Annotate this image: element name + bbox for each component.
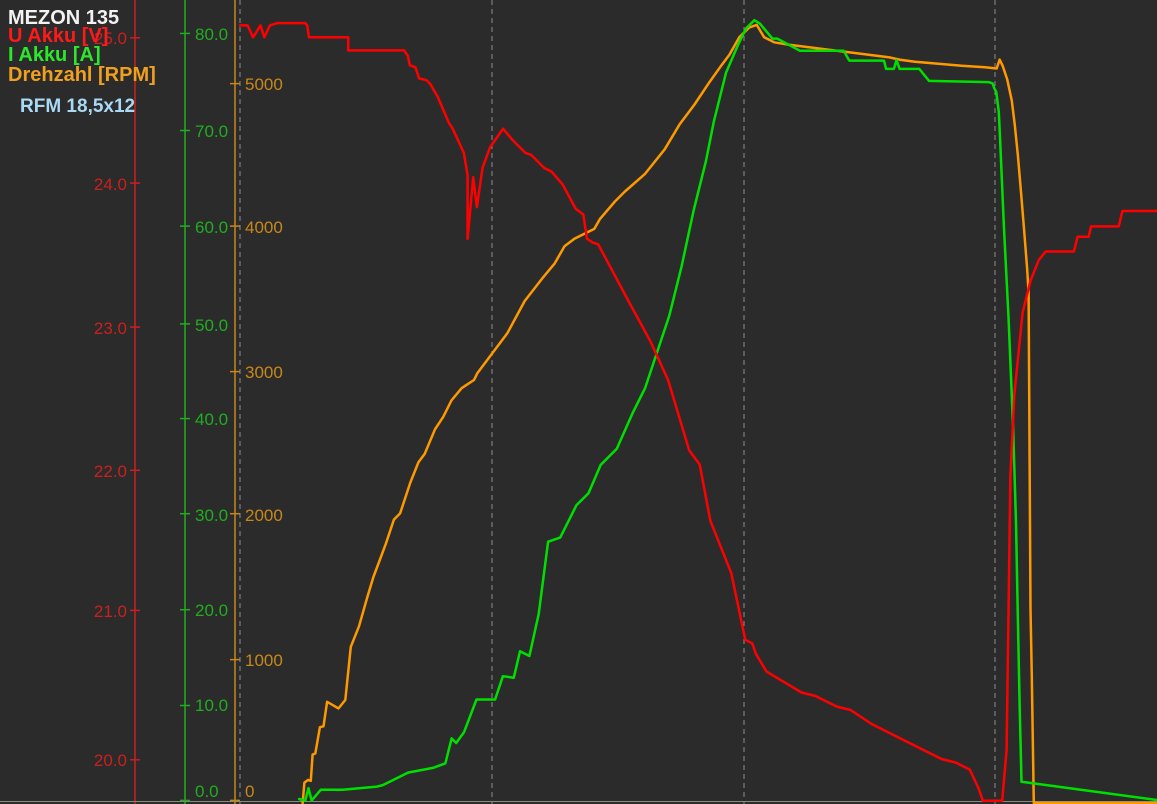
svg-text:1000: 1000 (245, 651, 283, 670)
svg-text:0: 0 (245, 782, 254, 801)
svg-text:70.0: 70.0 (195, 122, 228, 141)
svg-text:22.0: 22.0 (94, 462, 127, 481)
svg-text:24.0: 24.0 (94, 175, 127, 194)
svg-text:I Akku [A]: I Akku [A] (8, 44, 101, 66)
svg-text:20.0: 20.0 (195, 601, 228, 620)
svg-text:5000: 5000 (245, 75, 283, 94)
svg-text:Drehzahl [RPM]: Drehzahl [RPM] (8, 64, 156, 86)
svg-text:50.0: 50.0 (195, 316, 228, 335)
svg-text:21.0: 21.0 (94, 602, 127, 621)
svg-text:0.0: 0.0 (195, 782, 219, 801)
svg-text:20.0: 20.0 (94, 751, 127, 770)
svg-text:10.0: 10.0 (195, 696, 228, 715)
svg-text:23.0: 23.0 (94, 319, 127, 338)
svg-text:60.0: 60.0 (195, 218, 228, 237)
svg-text:2000: 2000 (245, 506, 283, 525)
svg-text:40.0: 40.0 (195, 410, 228, 429)
svg-text:RFM 18,5x12: RFM 18,5x12 (20, 96, 135, 117)
svg-text:3000: 3000 (245, 363, 283, 382)
svg-text:4000: 4000 (245, 218, 283, 237)
svg-text:80.0: 80.0 (195, 25, 228, 44)
svg-text:30.0: 30.0 (195, 506, 228, 525)
